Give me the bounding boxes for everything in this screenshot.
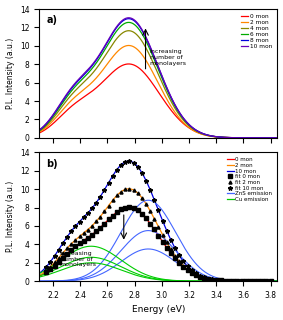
- 4 mon: [228, 136, 231, 140]
- 8 mon: [62, 97, 65, 101]
- 8 mon: [127, 17, 130, 20]
- Line: 8 mon: 8 mon: [39, 19, 277, 138]
- 10 mon: [228, 279, 231, 283]
- 10 mon: [228, 136, 231, 140]
- 2 mon: [224, 279, 227, 283]
- 4 mon: [276, 136, 279, 140]
- 4 mon: [224, 136, 227, 140]
- Line: 0 mon: 0 mon: [39, 207, 277, 281]
- Text: a): a): [47, 15, 58, 26]
- Text: Increasing
number of
monolayers: Increasing number of monolayers: [150, 50, 186, 66]
- 10 mon: [62, 97, 65, 100]
- 2 mon: [62, 107, 65, 110]
- 6 mon: [224, 135, 227, 139]
- 8 mon: [38, 128, 41, 132]
- 2 mon: [134, 46, 138, 50]
- 0 mon: [38, 131, 41, 135]
- 2 mon: [143, 56, 146, 60]
- Line: 2 mon: 2 mon: [39, 189, 277, 281]
- 8 mon: [276, 136, 279, 140]
- 2 mon: [276, 136, 279, 140]
- 6 mon: [134, 24, 138, 28]
- Text: b): b): [47, 159, 58, 169]
- X-axis label: Energy (eV): Energy (eV): [132, 306, 185, 315]
- 8 mon: [143, 33, 146, 37]
- Line: 2 mon: 2 mon: [39, 45, 277, 138]
- 0 mon: [134, 64, 138, 68]
- 6 mon: [276, 136, 279, 140]
- 0 mon: [201, 132, 205, 136]
- 0 mon: [38, 274, 41, 278]
- 6 mon: [143, 36, 146, 40]
- 0 mon: [276, 136, 279, 140]
- 0 mon: [201, 276, 205, 280]
- 2 mon: [38, 130, 41, 134]
- 0 mon: [127, 62, 130, 66]
- 10 mon: [127, 159, 130, 163]
- Legend: 0 mon, 2 mon, 4 mon, 6 mon, 8 mon, 10 mon: 0 mon, 2 mon, 4 mon, 6 mon, 8 mon, 10 mo…: [238, 12, 275, 52]
- 2 mon: [62, 250, 65, 254]
- 0 mon: [228, 136, 231, 140]
- 4 mon: [143, 44, 146, 47]
- 0 mon: [134, 207, 138, 211]
- Line: 10 mon: 10 mon: [39, 161, 277, 281]
- Text: Increasing
number of
monolayers: Increasing number of monolayers: [60, 251, 97, 268]
- Legend: 0 mon, 2 mon, 10 mon, fit 0 mon, fit 2 mon, fit 10 mon, ZnS emission, Cu emissio: 0 mon, 2 mon, 10 mon, fit 0 mon, fit 2 m…: [224, 155, 275, 204]
- 6 mon: [201, 132, 205, 136]
- 10 mon: [276, 136, 279, 140]
- 10 mon: [224, 135, 227, 139]
- 2 mon: [127, 44, 130, 47]
- 10 mon: [134, 163, 138, 167]
- 6 mon: [228, 136, 231, 140]
- Line: 4 mon: 4 mon: [39, 31, 277, 138]
- 2 mon: [224, 136, 227, 140]
- Line: 6 mon: 6 mon: [39, 22, 277, 138]
- 0 mon: [62, 255, 65, 259]
- 2 mon: [228, 279, 231, 283]
- 10 mon: [143, 176, 146, 180]
- 8 mon: [224, 135, 227, 139]
- 8 mon: [201, 132, 205, 136]
- 6 mon: [62, 99, 65, 103]
- 2 mon: [38, 273, 41, 277]
- 4 mon: [201, 132, 205, 136]
- 10 mon: [38, 128, 41, 132]
- 4 mon: [38, 129, 41, 133]
- 0 mon: [127, 205, 130, 209]
- 8 mon: [228, 136, 231, 140]
- 10 mon: [134, 20, 138, 23]
- 10 mon: [143, 32, 146, 36]
- 4 mon: [62, 102, 65, 106]
- 2 mon: [228, 136, 231, 140]
- 4 mon: [127, 29, 130, 33]
- 0 mon: [276, 279, 279, 283]
- 0 mon: [143, 215, 146, 219]
- 10 mon: [38, 271, 41, 275]
- 2 mon: [201, 133, 205, 137]
- 0 mon: [224, 279, 227, 283]
- 10 mon: [201, 132, 205, 136]
- 0 mon: [143, 71, 146, 75]
- 0 mon: [62, 111, 65, 115]
- Y-axis label: P.L. Intensity (a.u.): P.L. Intensity (a.u.): [6, 181, 14, 252]
- 10 mon: [201, 275, 205, 279]
- 8 mon: [134, 20, 138, 24]
- Y-axis label: P.L. Intensity (a.u.): P.L. Intensity (a.u.): [6, 38, 14, 109]
- 10 mon: [276, 279, 279, 283]
- 2 mon: [201, 276, 205, 280]
- Line: 10 mon: 10 mon: [39, 18, 277, 138]
- 2 mon: [143, 200, 146, 204]
- 10 mon: [127, 16, 130, 20]
- 4 mon: [134, 32, 138, 36]
- 10 mon: [62, 240, 65, 244]
- 6 mon: [127, 20, 130, 24]
- 6 mon: [38, 129, 41, 132]
- 2 mon: [127, 187, 130, 191]
- 0 mon: [224, 135, 227, 139]
- 10 mon: [224, 279, 227, 283]
- 2 mon: [276, 279, 279, 283]
- Line: 0 mon: 0 mon: [39, 64, 277, 138]
- 0 mon: [228, 279, 231, 283]
- 2 mon: [134, 190, 138, 194]
